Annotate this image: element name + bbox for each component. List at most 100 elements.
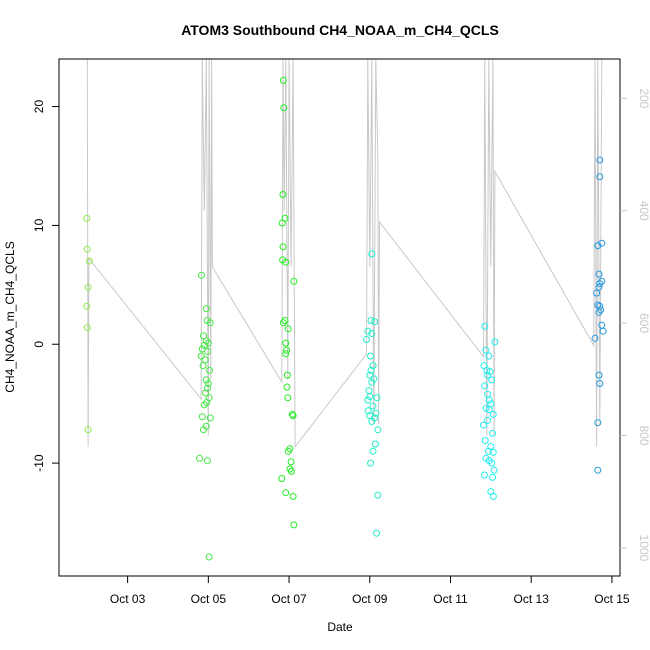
x-tick-label: Oct 03: [110, 592, 146, 606]
data-point: [279, 319, 287, 327]
data-point: [594, 466, 602, 474]
data-point: [282, 350, 290, 358]
data-point: [482, 404, 490, 412]
data-point: [488, 376, 496, 384]
data-point: [483, 366, 491, 374]
data-point: [197, 352, 205, 360]
y-tick-label: 0: [32, 341, 46, 348]
data-point: [83, 324, 91, 332]
altitude-line-layer: [86, 58, 603, 449]
data-point: [84, 283, 92, 291]
data-point: [480, 471, 488, 479]
data-point: [364, 396, 372, 404]
data-point: [489, 492, 497, 500]
data-point: [484, 390, 492, 398]
data-point: [368, 330, 376, 337]
x-tick-label: Oct 15: [594, 592, 630, 606]
x-tick-label: Oct 05: [191, 592, 227, 606]
data-point: [484, 416, 492, 424]
data-point: [206, 414, 214, 422]
data-point: [204, 347, 211, 355]
secondary-y-axis: 200 400 600 800 1000: [620, 88, 650, 562]
data-point: [290, 277, 298, 285]
data-point: [278, 219, 286, 227]
data-point: [279, 191, 287, 198]
data-points-layer: [83, 76, 607, 561]
data-point: [368, 418, 376, 425]
y-axis: -10 0 10 20: [32, 100, 59, 472]
data-point: [371, 318, 379, 326]
data-point: [200, 401, 208, 409]
data-point: [206, 366, 213, 374]
data-point: [367, 317, 375, 324]
data-point: [369, 447, 377, 455]
data-point: [481, 437, 489, 444]
data-point: [204, 457, 211, 465]
data-point: [282, 489, 290, 497]
data-point: [83, 245, 91, 253]
plot-frame: [58, 58, 621, 577]
altitude-line: [86, 58, 603, 449]
data-point: [280, 104, 288, 112]
data-point: [374, 426, 382, 434]
data-point: [282, 339, 290, 347]
data-point: [279, 243, 287, 251]
data-point: [364, 407, 372, 415]
data-point: [84, 426, 92, 434]
data-point: [367, 352, 375, 360]
data-point: [85, 257, 93, 265]
data-point: [200, 426, 207, 434]
data-point: [485, 396, 493, 404]
data-point: [595, 283, 603, 291]
data-point: [596, 380, 604, 387]
data-point: [201, 356, 209, 364]
data-point: [369, 402, 377, 410]
right-tick-label: 200: [637, 88, 650, 108]
right-tick-label: 600: [637, 313, 650, 333]
data-point: [198, 413, 206, 421]
data-point: [365, 387, 373, 395]
data-point: [595, 270, 603, 278]
y-tick-label: -10: [32, 454, 46, 472]
data-point: [374, 491, 382, 499]
right-tick-label: 400: [637, 201, 650, 221]
data-point: [596, 173, 604, 181]
data-point: [368, 378, 376, 386]
right-tick-label: 1000: [637, 535, 650, 562]
data-point: [283, 346, 291, 354]
data-point: [202, 305, 210, 313]
data-point: [367, 459, 375, 467]
y-tick-label: 10: [32, 218, 46, 232]
data-point: [204, 380, 212, 387]
data-point: [284, 394, 292, 402]
data-point: [481, 322, 489, 330]
x-tick-label: Oct 09: [352, 592, 388, 606]
data-point: [366, 371, 374, 379]
data-point: [368, 250, 376, 258]
x-axis-label: Date: [327, 620, 353, 634]
data-point: [370, 375, 378, 383]
data-point: [279, 76, 287, 84]
data-point: [287, 458, 295, 466]
data-point: [371, 440, 379, 448]
data-point: [278, 475, 286, 482]
data-point: [491, 338, 499, 346]
data-point: [490, 466, 498, 474]
data-point: [372, 409, 380, 417]
data-point: [594, 242, 602, 250]
data-point: [289, 412, 297, 420]
data-point: [290, 521, 298, 529]
x-tick-label: Oct 11: [433, 592, 468, 606]
data-point: [199, 362, 207, 370]
y-tick-label: 20: [32, 100, 46, 114]
data-point: [83, 214, 91, 222]
data-point: [484, 371, 492, 379]
data-point: [484, 447, 492, 455]
data-point: [486, 368, 494, 376]
data-point: [202, 389, 209, 397]
data-point: [482, 346, 490, 354]
data-point: [593, 289, 601, 297]
data-point: [599, 327, 607, 335]
data-point: [485, 406, 493, 414]
data-point: [598, 277, 606, 285]
